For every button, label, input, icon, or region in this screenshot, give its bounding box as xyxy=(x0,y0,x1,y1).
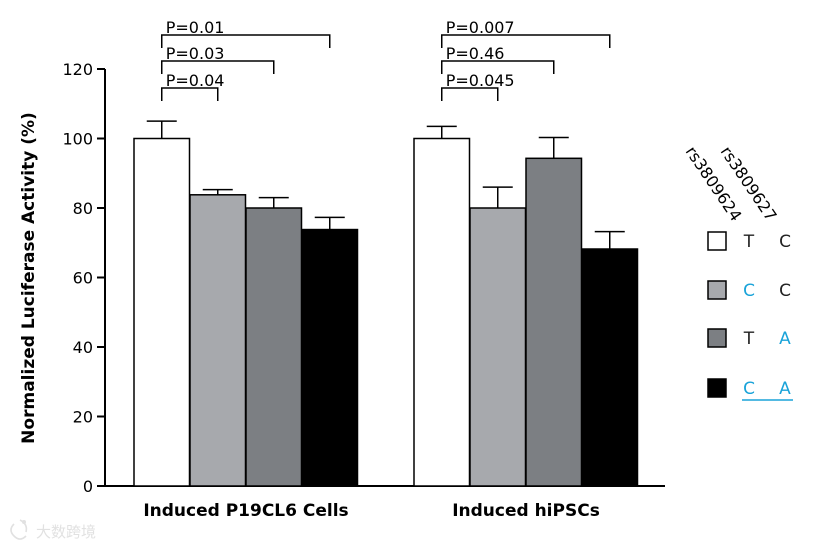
bars xyxy=(133,137,639,487)
p-value-label: P=0.04 xyxy=(166,71,225,90)
p-value-label: P=0.045 xyxy=(446,71,515,90)
p-value-label: P=0.03 xyxy=(166,44,225,63)
legend-allele-rs3809627: C xyxy=(779,281,791,301)
significance-bracket xyxy=(441,34,611,48)
significance-bracket xyxy=(161,34,331,48)
y-tick-label: 60 xyxy=(73,269,93,288)
legend-allele-rs3809627: A xyxy=(779,379,791,399)
significance-bracket xyxy=(441,60,555,74)
y-tick-label: 80 xyxy=(73,199,93,218)
legend-allele-rs3809624: T xyxy=(743,232,755,252)
y-tick-label: 0 xyxy=(83,477,93,496)
legend-swatch xyxy=(707,378,727,398)
y-tick-label: 40 xyxy=(73,338,93,357)
category-label: Induced hiPSCs xyxy=(452,501,600,521)
y-tick-label: 20 xyxy=(73,408,93,427)
p-value-label: P=0.007 xyxy=(446,18,515,37)
bar xyxy=(245,207,303,487)
p-value-label: P=0.01 xyxy=(166,18,225,37)
category-labels: Induced P19CL6 Cells Induced hiPSCs xyxy=(143,501,599,521)
y-axis-label: Normalized Luciferase Activity (%) xyxy=(19,112,39,444)
category-label: Induced P19CL6 Cells xyxy=(143,501,348,521)
bar xyxy=(301,228,359,487)
bar xyxy=(413,137,471,487)
legend-allele-rs3809627: A xyxy=(779,329,791,349)
legend-swatch xyxy=(707,328,727,348)
bar xyxy=(133,137,191,487)
error-bars xyxy=(146,120,625,250)
legend-swatch xyxy=(707,231,727,251)
watermark-text: 大数跨境 xyxy=(36,523,96,541)
legend-allele-rs3809624: C xyxy=(743,281,755,301)
legend-allele-rs3809624: T xyxy=(743,329,755,349)
significance-bracket xyxy=(441,87,499,101)
watermark-logo-icon xyxy=(10,519,28,540)
bar xyxy=(189,194,247,487)
y-tick-label: 100 xyxy=(62,130,93,149)
p-value-label: P=0.46 xyxy=(446,44,505,63)
bar xyxy=(581,248,639,487)
bar xyxy=(525,157,583,487)
legend-allele-rs3809627: C xyxy=(779,232,791,252)
watermark: 大数跨境 xyxy=(10,519,96,541)
bar xyxy=(469,207,527,487)
legend-swatch xyxy=(707,280,727,300)
significance-bracket xyxy=(161,87,219,101)
significance-brackets: P=0.04 P=0.03 P=0.01 P=0.045 P=0.46 P=0.007 xyxy=(161,18,611,101)
y-ticks: 0 20 40 60 80 100 120 xyxy=(62,60,105,496)
significance-bracket xyxy=(161,60,275,74)
y-tick-label: 120 xyxy=(62,60,93,79)
legend-allele-rs3809624: C xyxy=(743,379,755,399)
